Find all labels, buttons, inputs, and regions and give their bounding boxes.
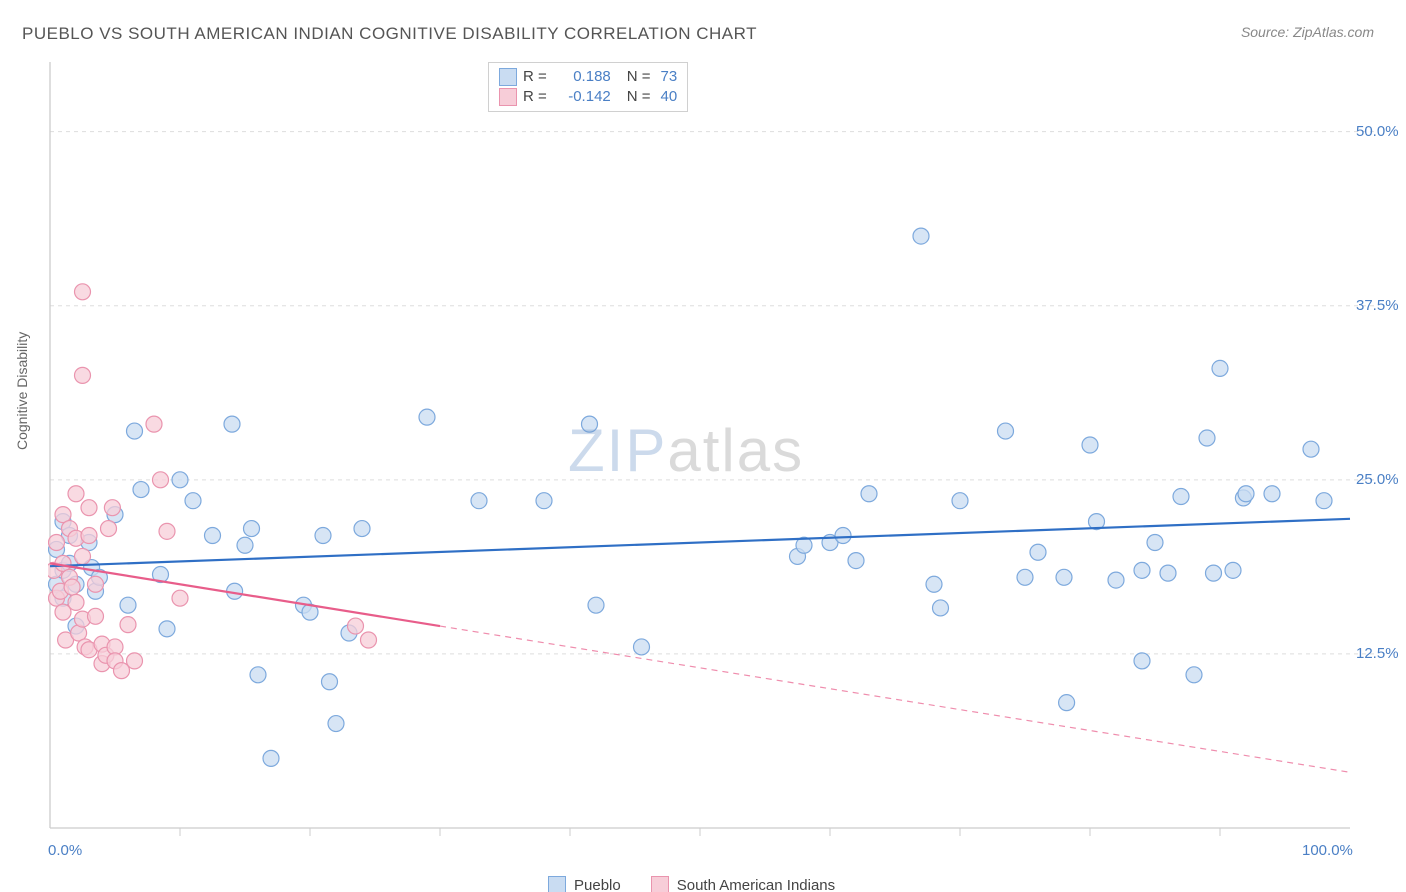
series-swatch [499,68,517,86]
legend-swatch [651,876,669,892]
correlation-stats-box: R = 0.188 N = 73 R = -0.142 N = 40 [488,62,688,112]
n-label: N = [627,87,651,107]
chart-title: PUEBLO VS SOUTH AMERICAN INDIAN COGNITIV… [22,24,757,44]
x-tick-label: 0.0% [48,842,82,859]
source-label: Source: [1241,24,1289,40]
x-tick-label: 100.0% [1302,842,1353,859]
source-link[interactable]: ZipAtlas.com [1293,24,1374,40]
legend-swatch [548,876,566,892]
n-value: 73 [661,67,678,87]
r-value: -0.142 [553,87,611,107]
n-value: 40 [661,87,678,107]
scatter-chart [48,56,1378,836]
y-tick-label: 37.5% [1356,297,1399,314]
legend: Pueblo South American Indians [548,876,835,892]
y-tick-label: 50.0% [1356,123,1399,140]
stat-row: R = 0.188 N = 73 [499,67,677,87]
y-axis-label: Cognitive Disability [14,332,30,450]
r-label: R = [523,87,547,107]
stat-row: R = -0.142 N = 40 [499,87,677,107]
r-label: R = [523,67,547,87]
legend-label: Pueblo [574,877,621,892]
source-attribution: Source: ZipAtlas.com [1241,24,1374,40]
chart-plot-area: ZIPatlas R =0.188N =73R =-0.142N =40 Pue… [48,56,1378,836]
legend-item: Pueblo [548,876,621,892]
y-tick-label: 25.0% [1356,471,1399,488]
r-value: 0.188 [553,67,611,87]
n-label: N = [627,67,651,87]
y-tick-label: 12.5% [1356,645,1399,662]
legend-item: South American Indians [651,876,835,892]
series-swatch [499,88,517,106]
legend-label: South American Indians [677,877,835,892]
